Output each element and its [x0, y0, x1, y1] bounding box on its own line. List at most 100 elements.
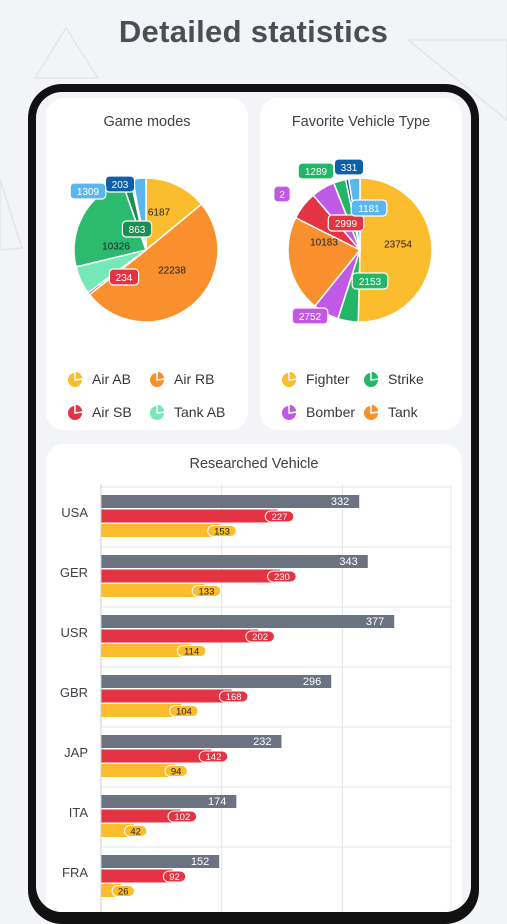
bar-value-pill: [245, 630, 275, 643]
bar[interactable]: [101, 795, 237, 808]
legend-label: Tank: [388, 404, 418, 420]
vehicle-type-label-pill: [351, 272, 389, 290]
category-label: GBR: [60, 685, 88, 700]
bar[interactable]: [101, 615, 395, 628]
game-modes-slice-label: 1309: [77, 187, 100, 198]
bar-value-label: 202: [252, 632, 268, 643]
bar-value-label: 94: [171, 767, 182, 778]
bar-value-label: 142: [206, 752, 222, 763]
bar-value-pill: [167, 810, 198, 823]
bar-value-label: 232: [253, 736, 271, 748]
bar-value-label: 168: [226, 692, 242, 703]
game-modes-label-pill: [69, 182, 107, 200]
pie-chart-icon: [150, 403, 166, 420]
category-label: JAP: [64, 745, 88, 760]
researched-vehicle-title: Researched Vehicle: [189, 456, 319, 472]
bar[interactable]: [101, 675, 332, 688]
bar-value-label: 377: [366, 616, 384, 628]
pie-chart-icon: [282, 403, 298, 420]
vehicle-type-title: Favorite Vehicle Type: [291, 114, 431, 130]
vehicle-type-slice-label: 2999: [335, 219, 358, 230]
bar[interactable]: [101, 509, 278, 523]
vehicle-type-slice[interactable]: [287, 216, 362, 308]
pie-chart-icon: [150, 370, 166, 387]
game-modes-label-pill: [108, 268, 140, 286]
bar-value-label: 104: [176, 707, 192, 718]
category-label: ITA: [69, 805, 89, 820]
bar-value-label: 153: [214, 527, 230, 538]
bar-value-label: 26: [118, 887, 129, 898]
category-label: GER: [60, 565, 88, 580]
game-modes-card: Game modes 6187 22238 234 10326 863 203 1309 A…: [46, 98, 248, 430]
vehicle-type-slice-label: 331: [341, 163, 358, 174]
legend-label: Strike: [388, 371, 424, 387]
background-decoration: [0, 26, 507, 251]
legend-label: Air SB: [92, 404, 132, 420]
bar[interactable]: [101, 735, 282, 748]
bar-value-pill: [207, 525, 237, 537]
game-modes-label-pill: [121, 220, 153, 238]
bar[interactable]: [101, 689, 232, 703]
bar-value-pill: [198, 750, 229, 763]
game-modes-slice-label: 10326: [102, 242, 130, 253]
bar[interactable]: [101, 704, 182, 717]
pie-chart-icon: [364, 403, 380, 420]
game-modes-title: Game modes: [103, 114, 191, 130]
vehicle-type-slice-label: 1289: [305, 167, 328, 178]
bar[interactable]: [101, 524, 220, 537]
bar-value-label: 174: [208, 796, 226, 808]
bar-value-label: 92: [169, 872, 180, 883]
pie-chart-icon: [364, 370, 380, 387]
vehicle-type-slice-label: 1181: [358, 204, 380, 215]
game-modes-slice[interactable]: [88, 203, 219, 323]
bar-value-pill: [123, 825, 148, 837]
bar[interactable]: [101, 569, 280, 583]
bar-value-label: 42: [130, 827, 141, 838]
vehicle-type-label-pill: [297, 162, 335, 180]
category-label: USA: [61, 505, 88, 520]
bar[interactable]: [101, 855, 220, 868]
bar-value-pill: [164, 765, 188, 777]
vehicle-type-slice-label: 2: [279, 190, 285, 201]
bar[interactable]: [101, 749, 212, 763]
category-label: USR: [61, 625, 88, 640]
bar-value-pill: [264, 510, 295, 523]
game-modes-slice-label: 203: [112, 180, 129, 191]
bar-value-label: 296: [303, 676, 321, 688]
vehicle-type-label-pill: [350, 199, 388, 217]
bar-value-label: 343: [339, 556, 357, 568]
bar-value-pill: [191, 585, 222, 597]
legend-label: Tank AB: [174, 404, 226, 420]
vehicle-type-label-pill: [333, 158, 365, 176]
vehicle-type-slice-label: 23754: [384, 240, 412, 251]
bar[interactable]: [101, 869, 173, 883]
bar[interactable]: [101, 629, 259, 643]
pie-chart-icon: [282, 370, 298, 387]
bar-value-pill: [162, 870, 187, 883]
vehicle-type-label-pill: [291, 307, 329, 325]
bar[interactable]: [101, 809, 181, 823]
pie-chart-icon: [68, 403, 84, 420]
vehicle-type-slice-label: 2153: [359, 277, 382, 288]
researched-vehicle-card: Researched Vehicle USA 332 227 153 GER 343 230…: [46, 444, 462, 912]
bar-value-label: 230: [274, 572, 290, 583]
bar-value-label: 152: [191, 856, 209, 868]
legend-label: Air RB: [174, 371, 215, 387]
game-modes-slice[interactable]: [145, 177, 203, 252]
phone-screen: Game modes 6187 22238 234 10326 863 203 1309 A…: [36, 92, 471, 912]
vehicle-type-card: Favorite Vehicle Type 23754 2153 2752 10183…: [260, 98, 462, 430]
game-modes-slice-label: 863: [129, 225, 146, 236]
bar[interactable]: [101, 644, 190, 657]
bar[interactable]: [101, 495, 360, 508]
legend-label: Fighter: [306, 371, 350, 387]
bar[interactable]: [101, 584, 205, 597]
bar-value-label: 332: [331, 496, 349, 508]
bar-value-label: 227: [272, 512, 288, 523]
bar-value-label: 114: [184, 647, 199, 658]
vehicle-type-label-pill: [327, 214, 365, 232]
bar[interactable]: [101, 764, 175, 777]
vehicle-type-slice-label: 10183: [310, 238, 338, 249]
game-modes-label-pill: [104, 175, 136, 193]
page-title: Detailed statistics: [118, 14, 389, 49]
bar[interactable]: [101, 555, 368, 568]
